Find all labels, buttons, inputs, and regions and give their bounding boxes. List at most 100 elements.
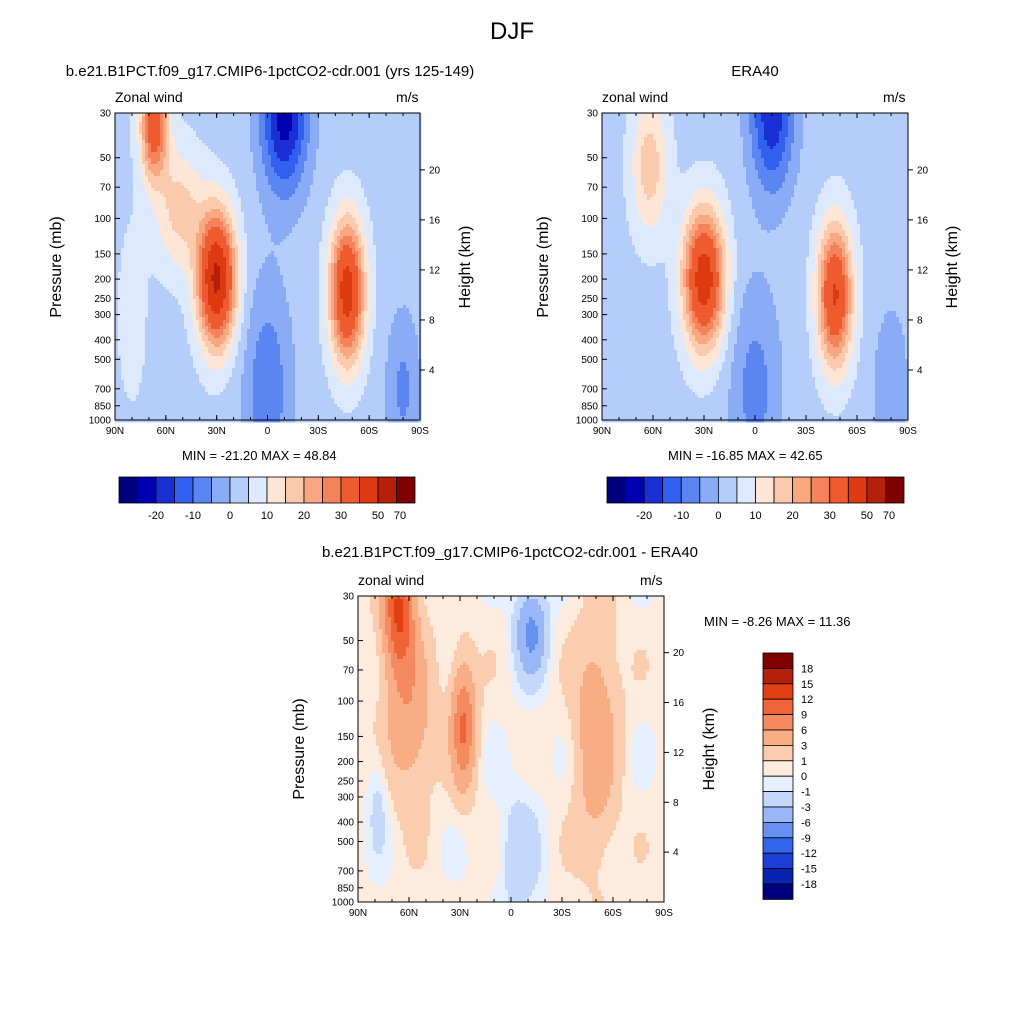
model-colorbar-swatch — [212, 477, 231, 503]
obs-colorbar-swatch — [737, 477, 756, 503]
y-tick-label: 400 — [94, 335, 111, 346]
diff-colorbar-swatch — [763, 884, 793, 899]
obs-colorbar-swatch — [756, 477, 775, 503]
obs-colorbar-swatch — [718, 477, 737, 503]
model-colorbar-swatch — [138, 477, 157, 503]
height-tick-label: 4 — [673, 848, 679, 859]
model-colorbar-swatch — [286, 477, 305, 503]
height-tick-label: 8 — [917, 315, 923, 326]
obs-plot — [602, 113, 908, 422]
diff-colorbar-label: 12 — [801, 694, 813, 706]
x-tick-label: 90N — [593, 426, 611, 437]
model-colorbar-swatch — [249, 477, 268, 503]
y-tick-label: 100 — [94, 214, 111, 225]
obs-colorbar-label: 10 — [749, 510, 761, 522]
x-tick-label: 90N — [349, 908, 367, 919]
x-tick-label: 90S — [655, 908, 673, 919]
y-tick-label: 250 — [337, 777, 354, 788]
height-tick-label: 12 — [917, 265, 929, 276]
obs-colorbar-label: 70 — [883, 510, 895, 522]
obs-colorbar-label: -10 — [673, 510, 689, 522]
obs-colorbar-swatch — [626, 477, 645, 503]
diff-colorbar-label: 6 — [801, 725, 807, 737]
diff-plot — [358, 596, 664, 902]
model-colorbar-swatch — [360, 477, 379, 503]
height-tick-label: 4 — [917, 365, 923, 376]
y-tick-label: 1000 — [89, 416, 112, 427]
model-colorbar-label: -10 — [185, 510, 201, 522]
diff-colorbar-swatch — [763, 761, 793, 776]
diff-colorbar-swatch — [763, 792, 793, 807]
diff-colorbar-label: 15 — [801, 679, 813, 691]
height-tick-label: 8 — [673, 798, 679, 809]
y-tick-label: 50 — [343, 636, 355, 647]
y-tick-label: 100 — [337, 697, 354, 708]
y-tick-label: 850 — [94, 401, 111, 412]
y-tick-label: 250 — [581, 294, 598, 305]
height-tick-label: 20 — [673, 648, 685, 659]
diff-colorbar-swatch — [763, 838, 793, 853]
height-tick-label: 16 — [429, 215, 441, 226]
x-tick-label: 30N — [451, 908, 469, 919]
y-tick-label: 70 — [587, 183, 599, 194]
y-tick-label: 70 — [100, 183, 112, 194]
diff-colorbar-label: -9 — [801, 833, 811, 845]
y-tick-label: 200 — [581, 275, 598, 286]
model-colorbar-label: 0 — [227, 510, 233, 522]
model-colorbar-swatch — [156, 477, 175, 503]
diff-colorbar-label: 9 — [801, 710, 807, 722]
diff-colorbar-label: -3 — [801, 802, 811, 814]
obs-colorbar-swatch — [867, 477, 886, 503]
diff-colorbar-swatch — [763, 745, 793, 760]
diff-colorbar-label: -18 — [801, 879, 817, 891]
diff-colorbar-label: -6 — [801, 817, 811, 829]
x-tick-label: 30S — [797, 426, 815, 437]
y-tick-label: 30 — [587, 109, 599, 120]
y-tick-label: 700 — [94, 384, 111, 395]
y-tick-label: 200 — [337, 757, 354, 768]
y-tick-label: 1000 — [576, 416, 599, 427]
obs-colorbar-swatch — [700, 477, 719, 503]
y-tick-label: 150 — [581, 249, 598, 260]
obs-colorbar-label: 30 — [824, 510, 836, 522]
y-tick-label: 30 — [343, 592, 355, 603]
x-tick-label: 60N — [644, 426, 662, 437]
y-tick-label: 850 — [581, 401, 598, 412]
model-colorbar-swatch — [230, 477, 249, 503]
x-tick-label: 60N — [157, 426, 175, 437]
x-tick-label: 90S — [899, 426, 917, 437]
model-colorbar-swatch — [175, 477, 194, 503]
y-tick-label: 150 — [94, 249, 111, 260]
obs-colorbar-swatch — [681, 477, 700, 503]
x-tick-label: 0 — [752, 426, 758, 437]
obs-colorbar-swatch — [663, 477, 682, 503]
y-tick-label: 50 — [100, 153, 112, 164]
y-tick-label: 300 — [94, 310, 111, 321]
model-colorbar-swatch — [341, 477, 360, 503]
height-tick-label: 16 — [917, 215, 929, 226]
model-colorbar-label: 30 — [335, 510, 347, 522]
obs-colorbar-label: 0 — [715, 510, 721, 522]
height-tick-label: 12 — [673, 748, 685, 759]
diff-colorbar-swatch — [763, 822, 793, 837]
obs-colorbar-label: 20 — [787, 510, 799, 522]
diff-colorbar-label: 1 — [801, 756, 807, 768]
x-tick-label: 30S — [553, 908, 571, 919]
height-tick-label: 20 — [429, 165, 441, 176]
diff-colorbar-swatch — [763, 853, 793, 868]
y-tick-label: 500 — [337, 837, 354, 848]
x-tick-label: 0 — [265, 426, 271, 437]
y-tick-label: 850 — [337, 883, 354, 894]
y-tick-label: 500 — [94, 355, 111, 366]
obs-colorbar-swatch — [644, 477, 663, 503]
diff-colorbar-swatch — [763, 668, 793, 683]
y-tick-label: 300 — [581, 310, 598, 321]
x-tick-label: 30N — [207, 426, 225, 437]
x-tick-label: 30N — [695, 426, 713, 437]
x-tick-label: 30S — [309, 426, 327, 437]
x-tick-label: 60N — [400, 908, 418, 919]
model-colorbar-swatch — [304, 477, 323, 503]
model-colorbar-label: 70 — [394, 510, 406, 522]
x-tick-label: 60S — [848, 426, 866, 437]
y-tick-label: 700 — [581, 384, 598, 395]
